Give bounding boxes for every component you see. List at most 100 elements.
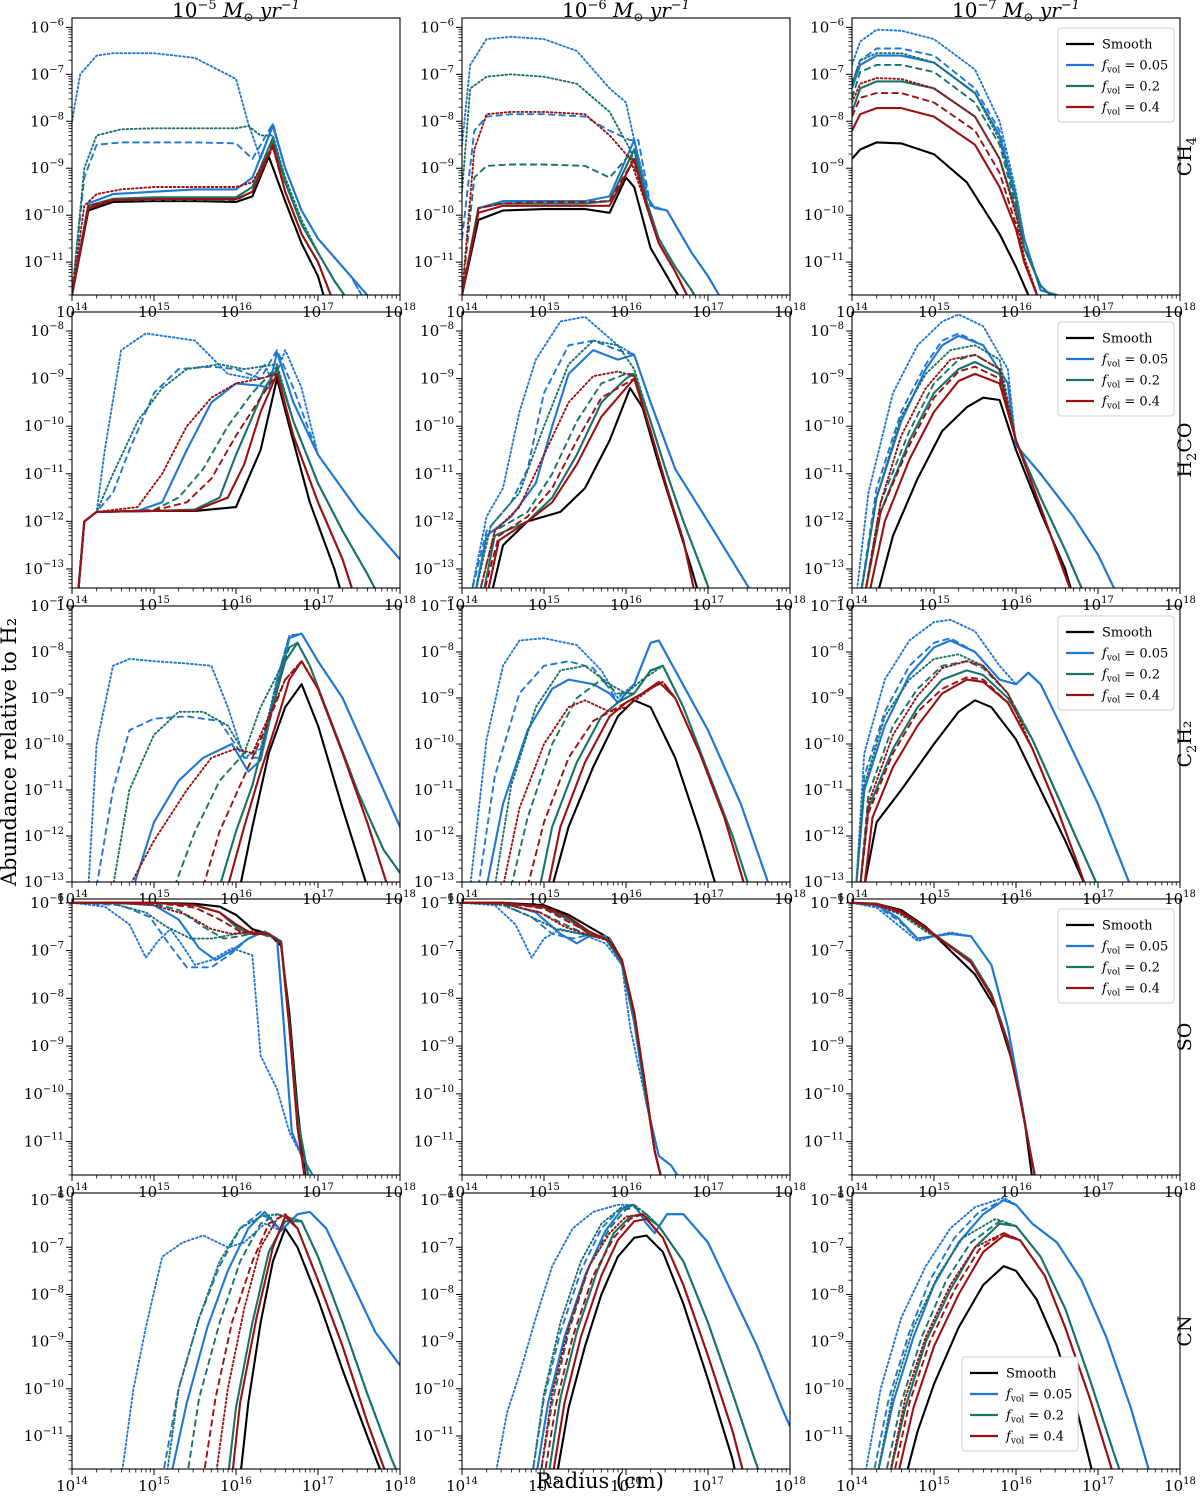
x-tick-label: 1018 bbox=[774, 595, 806, 614]
series-line-f04-dotted bbox=[77, 372, 353, 588]
y-tick-label: 10−12 bbox=[24, 826, 64, 845]
y-tick-label: 10−7 bbox=[420, 1237, 454, 1256]
series-line-f02-dotted bbox=[494, 664, 749, 882]
series-line-f04-dotted bbox=[864, 353, 1071, 588]
y-tick-label: 10−11 bbox=[24, 780, 64, 799]
x-tick-label: 1014 bbox=[446, 1476, 478, 1495]
y-tick-label: 10−13 bbox=[414, 559, 454, 578]
series-line-f005-dotted bbox=[462, 35, 721, 295]
series-group bbox=[495, 1203, 790, 1469]
y-tick-label: 10−8 bbox=[30, 111, 64, 130]
y-tick-label: 10−11 bbox=[24, 1132, 64, 1151]
x-tick-label: 1015 bbox=[918, 595, 950, 614]
series-line-f04-dotted bbox=[540, 1213, 744, 1469]
series-line-smooth-solid bbox=[852, 141, 1030, 295]
y-tick-label: 10−8 bbox=[420, 321, 454, 340]
legend-entry: fvol = 0.4 bbox=[1101, 101, 1160, 118]
y-tick-label: 10−8 bbox=[420, 111, 454, 130]
series-line-f04-dotted bbox=[859, 660, 1086, 882]
series-line-f005-dotted bbox=[469, 637, 769, 882]
series-line-smooth-solid bbox=[864, 699, 1085, 882]
y-tick-label: 10−9 bbox=[420, 1036, 454, 1055]
series-line-f005-dotted bbox=[121, 1210, 400, 1469]
y-tick-label: 10−6 bbox=[420, 893, 454, 912]
series-line-f04-dashed bbox=[72, 146, 332, 295]
panel-r4-c1: 1014 1015 1016 1017 1018 10−11 10−10 10−9 10−8 10… bbox=[414, 1190, 806, 1495]
y-tick-label: 10−10 bbox=[414, 416, 454, 435]
species-label: CN bbox=[1174, 1315, 1196, 1346]
legend-entry: fvol = 0.4 bbox=[1101, 395, 1160, 412]
y-tick-label: 10−7 bbox=[810, 64, 844, 83]
series-line-f04-dashed bbox=[852, 901, 1036, 1175]
y-tick-label: 10−11 bbox=[804, 1426, 844, 1445]
y-tick-label: 10−10 bbox=[414, 1379, 454, 1398]
x-tick-label: 1016 bbox=[1000, 1182, 1032, 1201]
legend-box bbox=[961, 1356, 1079, 1452]
x-tick-label: 1017 bbox=[692, 1476, 724, 1495]
y-tick-label: 10−11 bbox=[804, 1132, 844, 1151]
series-line-f02-dashed bbox=[479, 372, 710, 588]
legend-entry: Smooth bbox=[1102, 919, 1153, 934]
panel-r1-c1: 1014 1015 1016 1017 1018 10−13 10−12 10−11 10−10… bbox=[414, 311, 806, 614]
series-line-f005-dotted bbox=[865, 1196, 1150, 1469]
y-tick-label: 10−9 bbox=[420, 158, 454, 177]
series-group bbox=[121, 1210, 400, 1469]
y-tick-label: 10−9 bbox=[30, 369, 64, 388]
y-tick-label: 10−9 bbox=[810, 1332, 844, 1351]
series-line-smooth-solid bbox=[556, 1234, 736, 1469]
y-tick-label: 10−12 bbox=[414, 826, 454, 845]
series-group bbox=[865, 1196, 1150, 1469]
series-line-f005-dashed bbox=[77, 349, 400, 588]
y-tick-label: 10−8 bbox=[30, 988, 64, 1007]
x-tick-label: 1016 bbox=[220, 1182, 252, 1201]
panel-r3-c2: 1014 1015 1016 1017 1018 10−11 10−10 10−9 10−8 10… bbox=[804, 893, 1196, 1201]
legend-box bbox=[1057, 27, 1175, 123]
panel-r4-c2: 1014 1015 1016 1017 1018 10−11 10−10 10−9 10−8 10… bbox=[804, 1190, 1196, 1495]
y-tick-label: 10−9 bbox=[30, 688, 64, 707]
series-line-f04-dashed bbox=[852, 92, 1038, 295]
series-line-f005-dotted bbox=[852, 28, 1059, 295]
x-tick-label: 1017 bbox=[302, 1182, 334, 1201]
y-tick-label: 10−10 bbox=[804, 205, 844, 224]
species-label: CH4 bbox=[1174, 137, 1200, 176]
y-tick-label: 10−9 bbox=[30, 1332, 64, 1351]
series-line-f005-dotted bbox=[72, 52, 363, 295]
y-tick-label: 10−6 bbox=[810, 17, 844, 36]
y-tick-label: 10−8 bbox=[420, 642, 454, 661]
y-tick-label: 10−11 bbox=[804, 252, 844, 271]
legend: Smooth fvol = 0.05 fvol = 0.2 fvol = 0.4 bbox=[1057, 27, 1175, 123]
series-line-f04-dotted bbox=[852, 77, 1039, 295]
series-group bbox=[471, 315, 751, 588]
legend-box bbox=[1057, 615, 1175, 711]
legend-entry: fvol = 0.2 bbox=[1101, 374, 1160, 391]
y-tick-label: 10−7 bbox=[420, 941, 454, 960]
series-line-f02-dotted bbox=[877, 1217, 1121, 1469]
legend: Smooth fvol = 0.05 fvol = 0.2 fvol = 0.4 bbox=[961, 1356, 1079, 1452]
series-line-f02-dashed bbox=[511, 664, 749, 882]
x-tick-label: 1018 bbox=[1164, 1476, 1196, 1495]
series-group bbox=[462, 35, 721, 295]
legend-entry: fvol = 0.2 bbox=[1005, 1409, 1064, 1426]
legend-entry: fvol = 0.2 bbox=[1101, 80, 1160, 97]
legend-entry: fvol = 0.05 bbox=[1101, 353, 1168, 370]
column-title: 10−6 M⊙ yr−1 bbox=[562, 0, 690, 24]
species-label: H2CO bbox=[1174, 423, 1200, 478]
y-tick-label: 10−10 bbox=[414, 734, 454, 753]
x-tick-label: 1018 bbox=[1164, 1182, 1196, 1201]
y-tick-label: 10−10 bbox=[804, 734, 844, 753]
x-tick-label: 1014 bbox=[836, 1476, 868, 1495]
x-tick-label: 1014 bbox=[56, 1476, 88, 1495]
y-tick-label: 10−8 bbox=[810, 111, 844, 130]
x-tick-label: 1016 bbox=[610, 1182, 642, 1201]
series-line-f02-dotted bbox=[852, 901, 1036, 1175]
y-tick-label: 10−9 bbox=[810, 688, 844, 707]
y-tick-label: 10−11 bbox=[414, 252, 454, 271]
y-tick-label: 10−10 bbox=[804, 1379, 844, 1398]
y-tick-label: 10−11 bbox=[414, 1132, 454, 1151]
legend-entry: Smooth bbox=[1102, 332, 1153, 347]
panel-r2-c2: 1014 1015 1016 1017 1018 10−13 10−12 10−11 10−10… bbox=[804, 596, 1196, 908]
series-line-f04-dotted bbox=[72, 901, 306, 1175]
series-line-f02-dotted bbox=[77, 363, 376, 588]
series-group bbox=[72, 901, 314, 1175]
